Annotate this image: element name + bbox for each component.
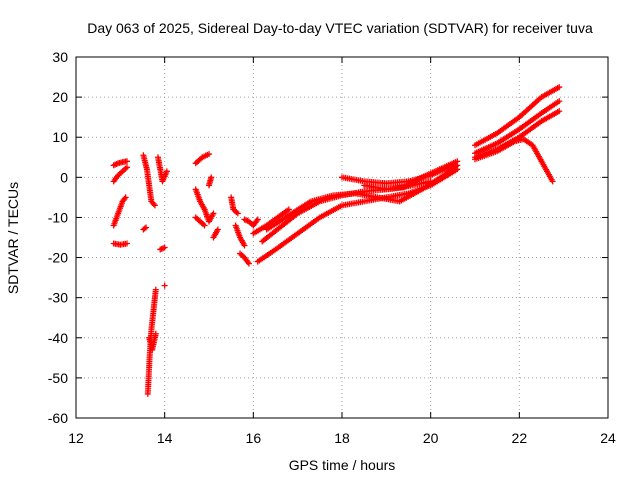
data-point <box>161 282 168 289</box>
data-point <box>152 330 159 337</box>
x-tick-label: 24 <box>600 430 616 446</box>
data-point <box>123 164 130 171</box>
y-axis-label: SDTVAR / TECUs <box>5 182 21 294</box>
y-tick-label: -10 <box>48 209 68 225</box>
y-tick-label: 20 <box>52 89 68 105</box>
y-tick-label: -40 <box>48 330 68 346</box>
series-arc-t <box>241 216 261 229</box>
data-point <box>161 244 168 251</box>
data-point <box>152 286 159 293</box>
data-point <box>122 194 129 201</box>
series-arc-s <box>237 250 252 267</box>
series-arc-r <box>232 222 248 249</box>
series-arc-aa <box>472 84 563 149</box>
data-point <box>556 98 563 105</box>
data-point <box>121 195 128 202</box>
y-tick-label: 0 <box>60 169 68 185</box>
data-point <box>208 174 215 181</box>
series-arc-i <box>155 154 170 185</box>
series-arc-b <box>110 164 130 185</box>
y-tick-label: -60 <box>48 410 68 426</box>
series-arc-d <box>110 240 130 248</box>
data-point <box>150 201 157 208</box>
data-point <box>123 158 130 165</box>
x-axis-label: GPS time / hours <box>289 457 396 473</box>
data-point <box>143 224 150 231</box>
series-arc-k <box>161 282 168 289</box>
y-tick-label: -50 <box>48 370 68 386</box>
x-tick-label: 22 <box>512 430 528 446</box>
data-point <box>285 206 292 213</box>
y-tick-label: -20 <box>48 250 68 266</box>
x-tick-label: 16 <box>246 430 262 446</box>
series-arc-q <box>228 194 241 217</box>
series-arc-ab <box>472 98 563 157</box>
series-arc-p <box>210 226 221 241</box>
series-arc-w <box>263 162 461 233</box>
series-arc-c <box>110 194 129 229</box>
data-point <box>245 260 252 267</box>
data-point <box>234 210 241 217</box>
y-tick-label: 10 <box>52 129 68 145</box>
series-arc-n <box>192 214 208 229</box>
data-point <box>556 108 563 115</box>
chart-title: Day 063 of 2025, Sidereal Day-to-day VTE… <box>87 20 593 36</box>
series-arc-m <box>192 186 217 225</box>
series-arc-x <box>250 206 292 237</box>
data-point <box>254 216 261 223</box>
series-arc-z <box>361 158 461 193</box>
x-tick-label: 18 <box>334 430 350 446</box>
series-arc-f <box>140 224 150 233</box>
y-tick-label: -30 <box>48 290 68 306</box>
x-tick-label: 12 <box>68 430 84 446</box>
series-arc-ad <box>472 136 556 185</box>
x-tick-label: 20 <box>423 430 439 446</box>
data-point <box>210 210 217 217</box>
series-arc-o <box>206 174 215 189</box>
tick-layer: 12 14 16 18 20 22 24 -60 -50 -40 -30 -20 -10 0 10 20 30 <box>48 49 616 446</box>
series-arc-a <box>110 158 130 169</box>
data-point <box>141 225 148 232</box>
data-point <box>206 151 212 158</box>
data-point <box>556 84 563 91</box>
series-arc-j <box>157 244 168 253</box>
data-point <box>241 242 248 249</box>
y-tick-label: 30 <box>52 49 68 65</box>
data-point <box>454 158 461 165</box>
data-point <box>163 168 170 175</box>
data-point <box>123 240 130 247</box>
data-layer <box>110 84 563 397</box>
series-arc-e <box>140 152 158 209</box>
series-arc-l <box>192 151 212 167</box>
data-point <box>201 222 208 229</box>
data-point <box>214 226 221 233</box>
data-point <box>151 202 158 209</box>
data-point <box>549 178 556 185</box>
x-tick-label: 14 <box>157 430 173 446</box>
series-arc-h <box>146 330 159 353</box>
